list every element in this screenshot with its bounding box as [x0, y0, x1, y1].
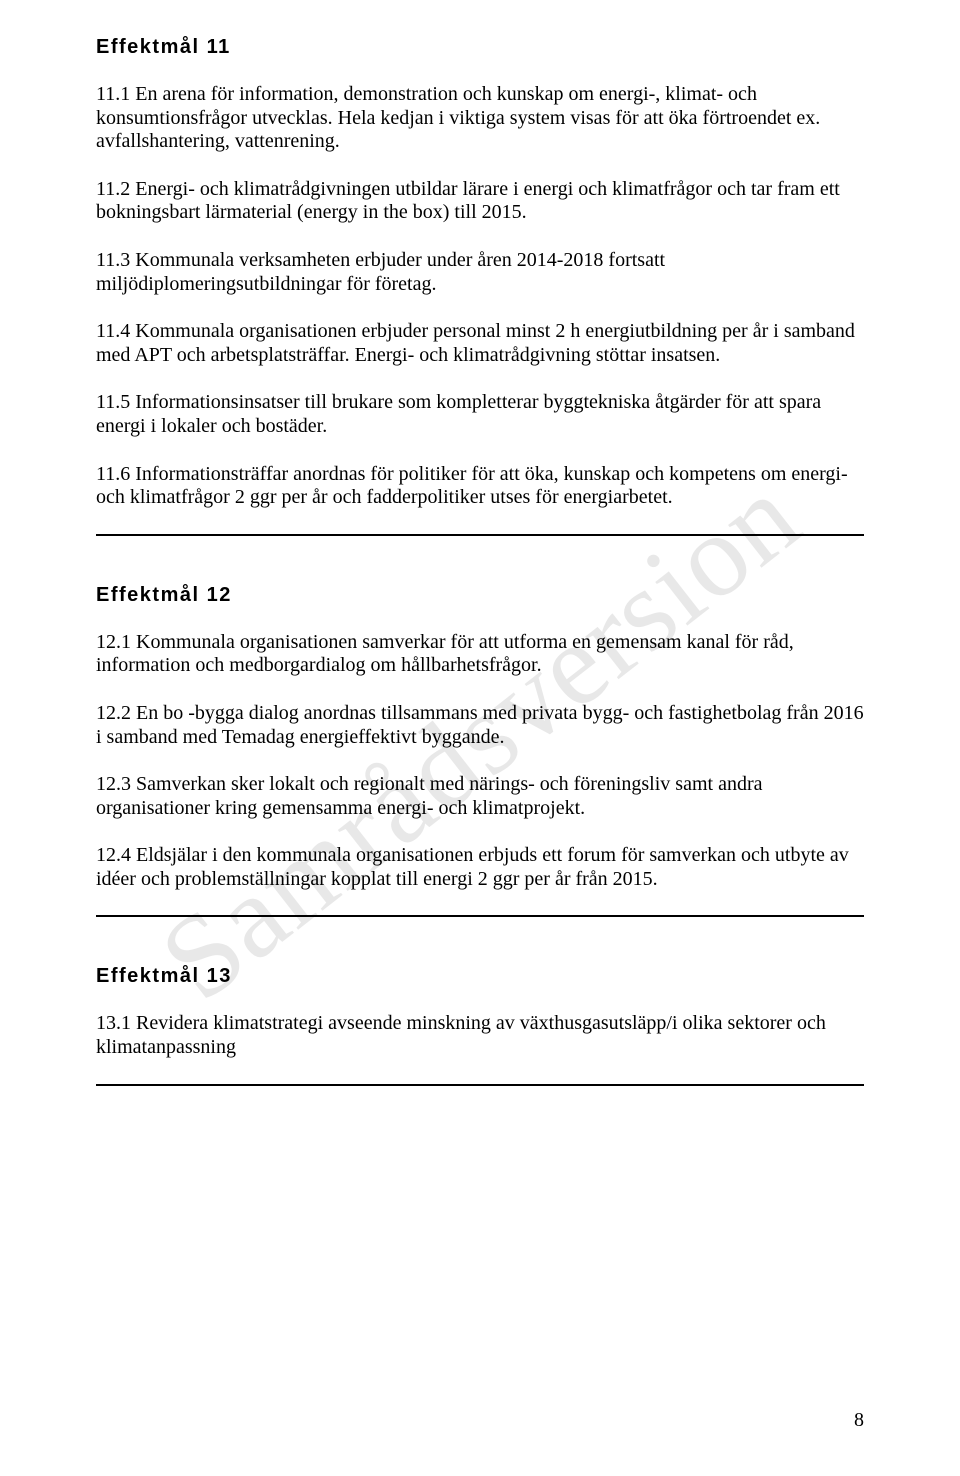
- section-heading-11: Effektmål 11: [96, 36, 864, 59]
- section-heading-13: Effektmål 13: [96, 965, 864, 988]
- section-heading-12: Effektmål 12: [96, 584, 864, 607]
- page-number: 8: [854, 1409, 864, 1432]
- paragraph-11-3: 11.3 Kommunala verksamheten erbjuder und…: [96, 249, 864, 296]
- paragraph-11-2: 11.2 Energi- och klimatrådgivningen utbi…: [96, 178, 864, 225]
- document-body: Effektmål 11 11.1 En arena för informati…: [96, 36, 864, 1086]
- paragraph-11-1: 11.1 En arena för information, demonstra…: [96, 83, 864, 154]
- section-divider: [96, 915, 864, 917]
- paragraph-11-5: 11.5 Informationsinsatser till brukare s…: [96, 391, 864, 438]
- paragraph-12-3: 12.3 Samverkan sker lokalt och regionalt…: [96, 773, 864, 820]
- paragraph-12-2: 12.2 En bo -bygga dialog anordnas tillsa…: [96, 702, 864, 749]
- paragraph-12-4: 12.4 Eldsjälar i den kommunala organisat…: [96, 844, 864, 891]
- section-divider: [96, 534, 864, 536]
- paragraph-12-1: 12.1 Kommunala organisationen samverkar …: [96, 631, 864, 678]
- paragraph-13-1: 13.1 Revidera klimatstrategi avseende mi…: [96, 1012, 864, 1059]
- paragraph-11-4: 11.4 Kommunala organisationen erbjuder p…: [96, 320, 864, 367]
- section-divider: [96, 1084, 864, 1086]
- paragraph-11-6: 11.6 Informationsträffar anordnas för po…: [96, 463, 864, 510]
